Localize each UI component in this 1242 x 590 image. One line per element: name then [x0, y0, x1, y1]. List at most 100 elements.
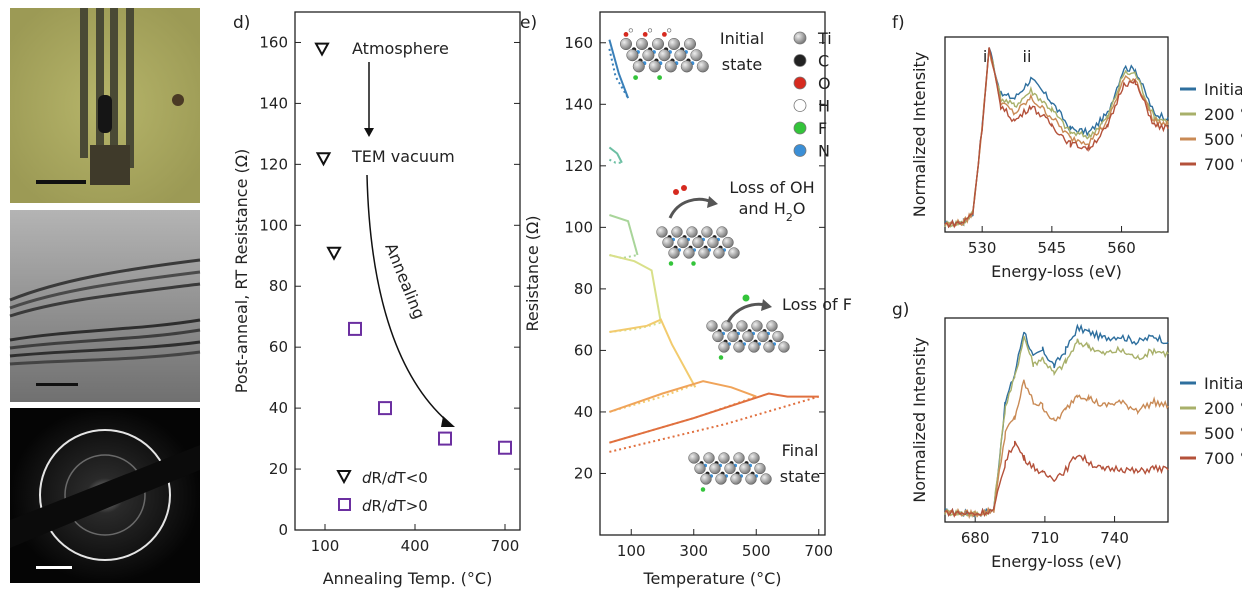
heating-curve [608, 146, 623, 164]
ti-atom [754, 462, 766, 475]
y-axis-label: Normalized Intensity [910, 52, 929, 217]
ti-atom [668, 247, 680, 259]
ti-atom [718, 341, 730, 353]
triangle-marker [326, 246, 342, 261]
legend-label-part: d [387, 469, 397, 487]
ti-atom [778, 341, 790, 353]
x-tick-label: 740 [1100, 529, 1129, 547]
annotation-and-h2o: and H2O [739, 199, 806, 224]
x-tick-label: 400 [401, 537, 430, 555]
h-atom [647, 28, 653, 33]
legend-label-part: d [362, 497, 372, 515]
spectrum-line [944, 48, 1169, 228]
plot-frame [294, 11, 521, 531]
y-tick-label: 160 [259, 33, 288, 51]
legend-label: 500 °C [1204, 424, 1242, 443]
annotation-loss-f: Loss of F [782, 295, 852, 314]
x-tick-label: 100 [311, 537, 340, 555]
y-axis-label: Normalized Intensity [910, 337, 929, 502]
ti-atom [688, 452, 700, 464]
ti-atom [763, 341, 775, 353]
legend-label-part: d [362, 469, 372, 487]
x-axis-label: Temperature (°C) [642, 569, 781, 588]
heating-curve [609, 214, 639, 256]
y-tick-label: 100 [564, 218, 593, 236]
ti-atom [671, 226, 683, 238]
chart-e-resistance-vs-temperature: 20 40 60 80 100 120 140 160 100 300 500 700 Temperat… [523, 11, 852, 588]
o-atom [681, 185, 687, 191]
legend-label: 700 °C [1204, 449, 1242, 468]
y-tick-label: 100 [259, 216, 288, 234]
y-tick-label: 140 [564, 95, 593, 113]
arrowhead [707, 196, 718, 208]
annotation-atmosphere: Atmosphere [352, 39, 449, 58]
ti-atom [692, 236, 704, 249]
atom-legend-ti-icon [793, 31, 807, 45]
x-tick-label: 700 [804, 542, 833, 560]
ti-atom [707, 236, 719, 249]
ti-atom [642, 49, 655, 62]
structure-oh-loss [656, 226, 740, 266]
ti-atom [635, 37, 649, 51]
y-tick-label: 20 [269, 460, 288, 478]
cooling-curve [608, 158, 622, 164]
ti-atom [694, 462, 706, 475]
atom-legend-o-icon [793, 76, 807, 90]
chart-d-resistance-vs-anneal: 0 20 40 60 80 100 120 140 160 100 400 700 Annealing … [232, 11, 521, 588]
ti-atom [648, 60, 661, 73]
x-tick-label: 700 [491, 537, 520, 555]
legend-label: dR/dT>0 [362, 497, 428, 515]
ti-atom [721, 320, 733, 332]
legend-label: 200 °C [1204, 399, 1242, 418]
panel-label-e: e) [520, 13, 538, 33]
arrowhead [761, 299, 772, 311]
o-atom [642, 32, 648, 37]
x-tick-label: 300 [679, 542, 708, 560]
annotation-tem-vacuum: TEM vacuum [351, 147, 455, 166]
square-marker [378, 401, 392, 416]
o-atom [623, 32, 629, 37]
ti-atom [712, 330, 724, 343]
annotation-initial-2: state [722, 55, 763, 74]
arrowhead [441, 416, 455, 427]
y-axis-label: Post-anneal, RT Resistance (Ω) [232, 149, 251, 393]
ti-atom [748, 452, 760, 464]
optical-micrograph [10, 8, 200, 203]
spectrum-line [944, 47, 1169, 228]
legend-label: Initial [1204, 374, 1242, 393]
ti-atom [739, 462, 751, 475]
legend-label-part: d [387, 497, 397, 515]
ti-atom [745, 473, 757, 485]
ti-atom [703, 452, 715, 464]
f-atom [718, 355, 724, 360]
ti-atom [701, 226, 713, 238]
ti-atom [748, 341, 760, 353]
ti-atom [700, 473, 712, 485]
ti-atom [686, 226, 698, 238]
atom-legend-h-icon [793, 99, 807, 112]
x-axis-label: Energy-loss (eV) [991, 262, 1122, 281]
spectrum-line [944, 335, 1169, 518]
atom-legend-label: C [818, 52, 829, 71]
heating-curve [609, 318, 697, 388]
ti-atom [727, 330, 739, 343]
x-tick-label: 500 [742, 542, 771, 560]
ti-atom [736, 320, 748, 332]
y-tick-label: 40 [269, 399, 288, 417]
y-tick-label: 160 [564, 34, 593, 52]
h-atom [667, 28, 672, 33]
y-tick-label: 120 [564, 157, 593, 175]
ti-atom [658, 49, 671, 62]
y-tick-label: 40 [574, 403, 593, 421]
ti-atom [698, 247, 710, 259]
y-axis-label: Resistance (Ω) [523, 215, 542, 331]
y-tick-label: 140 [259, 94, 288, 112]
ti-atom [690, 49, 703, 62]
annotation-final: Final [782, 441, 819, 460]
f-atom [700, 487, 706, 492]
ti-atom [696, 60, 709, 73]
y-tick-label: 80 [574, 280, 593, 298]
legend-label-part: R/ [372, 469, 388, 487]
panel-label-d: d) [233, 13, 251, 33]
